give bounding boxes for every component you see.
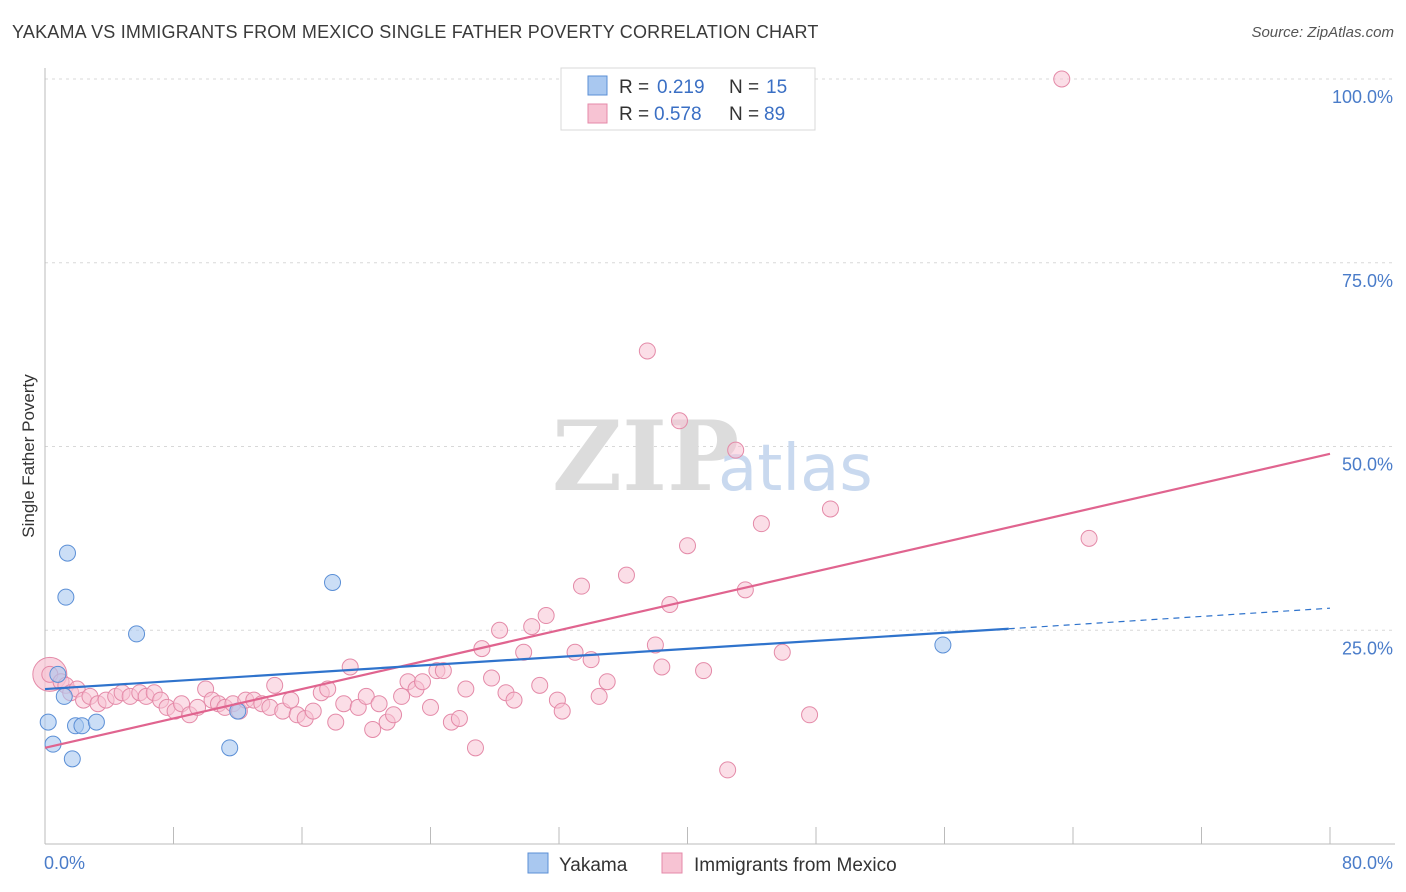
bottom-legend-label-mexico: Immigrants from Mexico: [694, 855, 897, 876]
point-mexico: [679, 537, 696, 555]
point-mexico: [617, 566, 635, 584]
point-mexico: [670, 412, 688, 430]
legend-n-label: N =: [729, 77, 759, 98]
watermark-zip: ZIP: [552, 400, 739, 513]
point-mexico: [727, 441, 745, 459]
point-mexico: [266, 676, 284, 694]
correlation-legend: R = 0.219 N = 15 R = 0.578 N = 89: [560, 67, 816, 131]
point-mexico: [385, 706, 403, 724]
trend-lines: [44, 452, 1331, 749]
legend-r-value: 0.219: [657, 77, 705, 98]
point-yakama: [49, 665, 67, 683]
point-mexico: [523, 618, 541, 636]
point-mexico: [719, 761, 737, 779]
point-mexico: [370, 695, 388, 713]
point-yakama: [73, 717, 91, 735]
legend-swatch-mexico: [587, 103, 608, 124]
y-tick-label: 100.0%: [1332, 87, 1393, 107]
point-mexico: [638, 342, 656, 360]
gridlines: [45, 78, 1395, 631]
point-yakama: [57, 588, 75, 606]
point-mexico: [566, 643, 584, 661]
point-yakama: [55, 687, 73, 705]
point-mexico: [531, 676, 549, 694]
data-points: [32, 70, 1098, 779]
point-mexico: [1053, 70, 1071, 88]
point-mexico: [821, 500, 839, 518]
bottom-legend-label-yakama: Yakama: [559, 855, 628, 876]
series-legend: Yakama Immigrants from Mexico: [527, 852, 897, 876]
point-mexico: [491, 621, 509, 639]
point-mexico: [335, 695, 353, 713]
y-tick-label: 50.0%: [1342, 455, 1393, 475]
legend-n-label: N =: [729, 104, 759, 125]
watermark-atlas: atlas: [718, 432, 873, 506]
point-mexico: [646, 636, 664, 654]
point-mexico: [773, 643, 791, 661]
legend-r-value: 0.578: [654, 104, 702, 125]
point-mexico: [327, 713, 345, 731]
bottom-legend-swatch-yakama: [527, 852, 549, 874]
point-yakama: [63, 750, 81, 768]
trend-line-yakama: [44, 627, 1009, 691]
legend-n-value: 89: [764, 104, 785, 125]
point-mexico: [457, 680, 475, 698]
point-mexico: [752, 515, 770, 533]
point-mexico: [357, 687, 375, 705]
point-yakama: [87, 713, 105, 731]
point-mexico: [364, 720, 382, 738]
y-tick-label: 25.0%: [1342, 638, 1393, 658]
point-yakama: [221, 739, 239, 757]
trend-line-mexico: [44, 452, 1331, 749]
y-tick-label: 75.0%: [1342, 271, 1393, 291]
point-mexico: [572, 577, 590, 595]
point-yakama: [39, 713, 57, 731]
chart-title: YAKAMA VS IMMIGRANTS FROM MEXICO SINGLE …: [12, 22, 819, 42]
point-mexico: [590, 687, 608, 705]
point-mexico: [393, 687, 411, 705]
point-mexico: [515, 643, 533, 661]
x-tick-label: 0.0%: [44, 853, 85, 873]
point-mexico: [801, 706, 819, 724]
point-mexico: [483, 669, 501, 687]
tick-labels: 25.0% 50.0% 75.0% 100.0% 0.0% 80.0%: [44, 87, 1393, 873]
point-mexico: [304, 702, 322, 720]
legend-n-value: 15: [766, 77, 787, 98]
point-mexico: [282, 691, 300, 709]
point-mexico: [434, 662, 452, 680]
point-yakama: [58, 544, 76, 562]
y-axis-label: Single Father Poverty: [19, 374, 38, 538]
point-mexico: [422, 698, 439, 716]
watermark: ZIP atlas: [552, 400, 873, 513]
point-yakama: [128, 625, 146, 643]
point-mexico: [598, 673, 616, 691]
point-yakama: [324, 573, 342, 591]
point-yakama: [934, 636, 952, 654]
point-mexico: [553, 702, 571, 720]
x-tick-label: 80.0%: [1342, 853, 1393, 873]
point-mexico: [653, 658, 671, 676]
legend-swatch-yakama: [587, 75, 608, 96]
point-mexico: [466, 739, 484, 757]
trend-line-yakama-extension: [1008, 607, 1331, 630]
legend-r-label: R =: [619, 77, 649, 98]
point-mexico: [505, 691, 523, 709]
point-mexico: [695, 662, 713, 680]
point-mexico: [341, 658, 359, 676]
point-mexico: [413, 673, 431, 691]
point-mexico: [450, 709, 468, 727]
point-mexico: [1080, 529, 1098, 547]
source-credit: Source: ZipAtlas.com: [1251, 24, 1394, 41]
point-mexico: [537, 607, 555, 625]
bottom-legend-swatch-mexico: [661, 852, 683, 874]
legend-r-label: R =: [619, 104, 649, 125]
